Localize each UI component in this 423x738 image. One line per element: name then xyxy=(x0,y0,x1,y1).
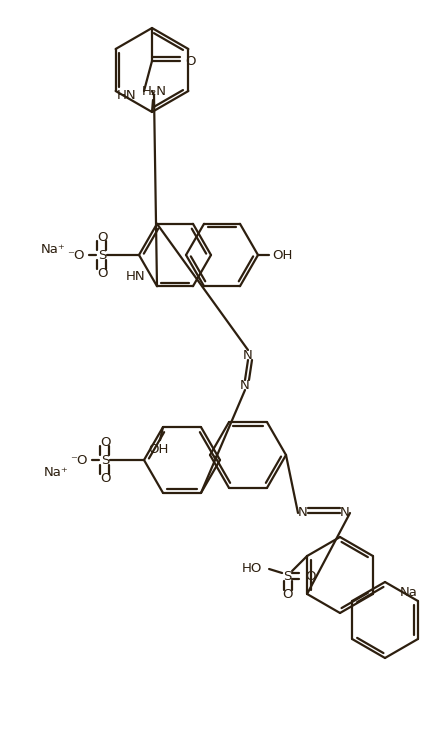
Text: N: N xyxy=(240,379,250,391)
Text: O: O xyxy=(282,587,292,601)
Text: ⁻O: ⁻O xyxy=(71,453,88,466)
Text: HO: HO xyxy=(242,562,262,574)
Text: O: O xyxy=(100,435,110,449)
Text: O: O xyxy=(100,472,110,485)
Text: Na: Na xyxy=(400,585,418,599)
Text: H₂N: H₂N xyxy=(142,85,167,98)
Text: Na⁺: Na⁺ xyxy=(40,243,65,255)
Text: S: S xyxy=(101,453,109,466)
Text: ⁻O: ⁻O xyxy=(68,249,85,261)
Text: O: O xyxy=(305,570,316,582)
Text: S: S xyxy=(98,249,106,261)
Text: S: S xyxy=(283,570,291,582)
Text: OH: OH xyxy=(148,443,168,456)
Text: O: O xyxy=(97,230,107,244)
Text: N: N xyxy=(340,506,350,520)
Text: N: N xyxy=(298,506,308,520)
Text: N: N xyxy=(243,348,253,362)
Text: Na⁺: Na⁺ xyxy=(43,466,68,478)
Text: HN: HN xyxy=(125,269,145,283)
Text: O: O xyxy=(97,266,107,280)
Text: O: O xyxy=(185,55,195,67)
Text: HN: HN xyxy=(116,89,136,102)
Text: OH: OH xyxy=(272,249,292,261)
